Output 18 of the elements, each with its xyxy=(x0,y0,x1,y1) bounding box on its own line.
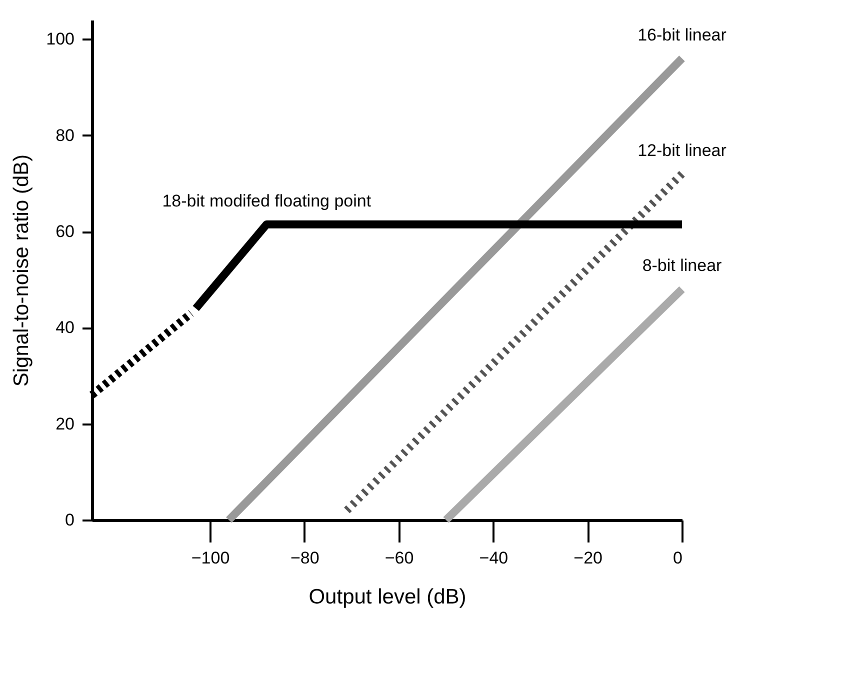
y-tick-label: 0 xyxy=(65,510,74,530)
x-tick-label: −40 xyxy=(479,548,508,568)
y-tick-label: 60 xyxy=(56,222,74,242)
y-tick-label: 100 xyxy=(46,30,74,49)
y-tick-label: 40 xyxy=(56,318,74,338)
y-tick-label: 80 xyxy=(56,126,74,145)
y-tick-label: 20 xyxy=(56,414,74,434)
x-tick-label: −20 xyxy=(574,548,603,568)
series-label: 12-bit linear xyxy=(638,140,727,160)
x-axis-title: Output level (dB) xyxy=(308,586,466,608)
x-tick-label: −80 xyxy=(290,548,320,568)
series-label: 18-bit modifed floating point xyxy=(162,191,372,210)
x-tick-label: 0 xyxy=(673,548,682,568)
series-label: 16-bit linear xyxy=(638,25,727,44)
x-tick-label: −100 xyxy=(191,548,230,568)
x-tick-label: −60 xyxy=(384,548,414,568)
y-axis-title: Signal-to-noise ratio (dB) xyxy=(10,154,34,387)
series-label: 8-bit linear xyxy=(642,256,722,276)
